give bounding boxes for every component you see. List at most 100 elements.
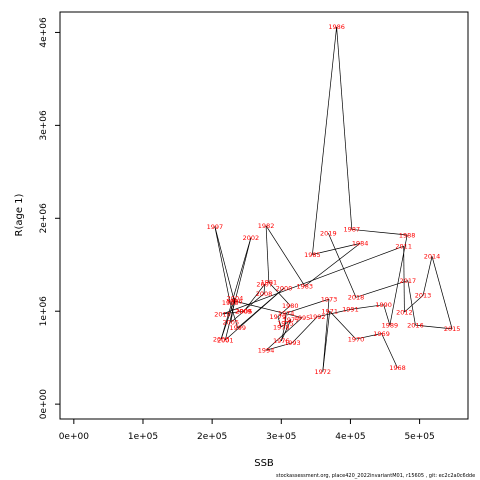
path-segment [265,342,293,351]
point-label-2005: 2005 [223,319,240,327]
point-label-1973: 1973 [321,295,338,303]
year-labels: 1968 1969 1970 1971 1972 1973 1974 1975 1976 1977… [207,23,461,376]
path-segment [234,300,303,319]
point-label-2012: 2012 [396,308,413,316]
point-label-1968: 1968 [389,364,406,372]
point-label-1974: 1974 [278,309,295,317]
point-label-1972: 1972 [315,368,332,376]
point-label-2016: 2016 [407,321,424,329]
y-tick-label: 4e+06 [39,17,49,48]
path-segment [312,26,337,255]
point-label-2001: 2001 [217,336,234,344]
path-segment [280,319,292,342]
x-tick-label: 2e+05 [197,432,227,442]
y-tick-label: 2e+06 [39,203,49,234]
point-label-1993: 1993 [284,339,301,347]
time-path [214,26,453,372]
point-label-1986: 1986 [328,23,345,31]
point-label-1980: 1980 [282,302,299,310]
point-label-2007: 2007 [256,281,273,289]
path-segment [317,309,351,318]
path-segment [214,226,231,303]
path-segment [224,237,252,341]
point-label-1995: 1995 [294,314,311,322]
point-label-1984: 1984 [352,240,369,248]
x-tick-label: 5e+05 [404,432,434,442]
path-segment [322,299,330,372]
point-label-1992: 1992 [309,313,326,321]
path-segment [222,310,244,315]
x-tick-label: 0e+00 [59,432,90,442]
path-segment [214,226,235,302]
point-label-1978: 1978 [273,323,290,331]
path-segment [355,280,408,298]
y-tick-label: 0e+00 [39,389,49,420]
path-segment [220,298,236,340]
point-label-2002: 2002 [243,234,260,242]
path-segment [304,243,361,287]
point-label-1970: 1970 [348,335,365,343]
point-label-1989: 1989 [382,321,399,329]
point-label-2019: 2019 [320,229,337,237]
point-label-2006: 2006 [236,308,253,316]
path-segment [265,225,306,287]
point-label-1997: 1997 [207,223,224,231]
point-label-1983: 1983 [297,282,314,290]
point-label-1982: 1982 [258,222,275,230]
point-label-2009: 2009 [235,308,252,316]
point-label-1975: 1975 [277,320,294,328]
path-segment [404,295,424,313]
path-segment [263,284,266,294]
path-segment [277,305,291,318]
point-label-1991: 1991 [342,306,359,314]
footer-credit: stockassessment.org, place420_2022invari… [276,473,476,479]
path-segment [329,310,357,340]
path-segment [431,256,453,329]
point-label-1969: 1969 [373,330,390,338]
point-label-2013: 2013 [415,292,432,300]
point-label-1996: 1996 [226,297,243,305]
path-segment [222,245,404,315]
path-segment [312,243,361,255]
path-segment [403,246,405,313]
point-label-2015: 2015 [444,325,461,333]
path-segment [422,256,433,296]
point-label-2000: 2000 [276,284,293,292]
path-segment [292,316,318,344]
point-label-1988: 1988 [399,231,416,239]
path-segment [381,333,398,369]
point-label-1981: 1981 [261,279,278,287]
path-segment [415,324,453,330]
point-label-2003: 2003 [213,335,230,343]
path-segment [230,310,245,323]
path-segment [327,233,357,298]
path-segment [350,304,384,310]
point-label-1994: 1994 [258,347,275,355]
point-label-1985: 1985 [304,251,321,259]
path-segment [225,287,285,341]
point-label-1977: 1977 [283,316,300,324]
point-label-1979: 1979 [270,313,287,321]
path-segment [407,280,416,326]
y-axis: 0e+00 1e+06 2e+06 3e+06 4e+06 [39,17,61,420]
path-segment [351,229,408,236]
point-label-1998: 1998 [222,299,239,307]
path-segment [389,234,408,326]
path-segment [285,313,287,324]
path-segment [281,319,292,328]
point-label-1971: 1971 [321,308,338,316]
point-label-2017: 2017 [400,277,417,285]
path-segment [286,298,330,314]
plot-box [59,11,469,420]
path-segment [280,323,286,342]
path-segment [243,284,265,312]
point-label-1999: 1999 [229,324,246,332]
path-segment [229,302,239,329]
x-tick-label: 3e+05 [266,432,296,442]
point-label-2018: 2018 [348,294,365,302]
path-segment [383,304,391,326]
path-segment [220,237,252,340]
point-label-2011: 2011 [395,242,412,250]
point-label-2004: 2004 [227,295,244,303]
